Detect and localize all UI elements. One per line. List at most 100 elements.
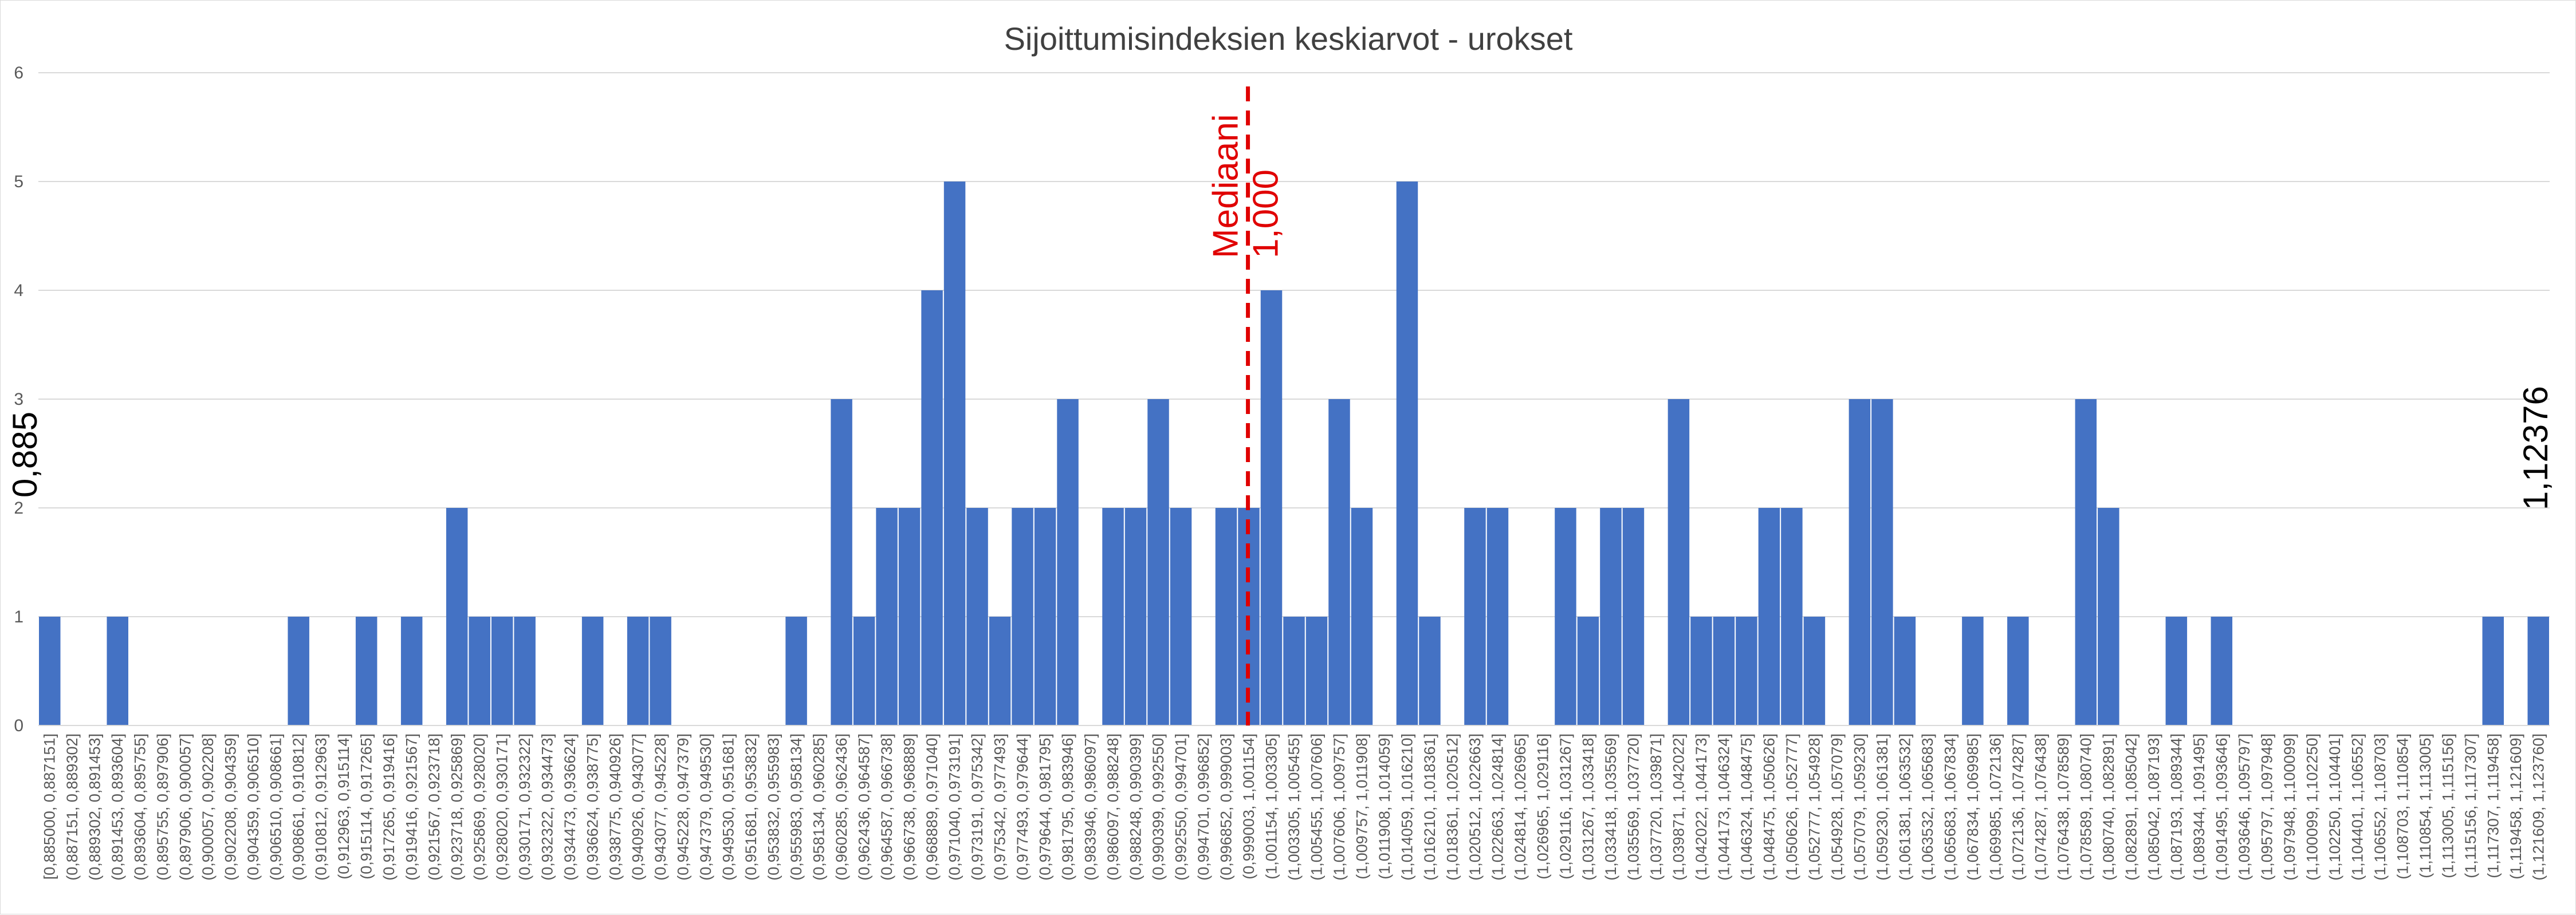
x-tick-label: (1,059230, 1,061381] — [1874, 733, 1891, 881]
bar — [2527, 617, 2549, 725]
min-value-label: 0,885 — [6, 412, 44, 498]
x-tick-label: (1,009757, 1,011908] — [1353, 733, 1370, 879]
x-tick-label: (1,020512, 1,022663] — [1466, 733, 1484, 881]
x-tick-label: (0,934473, 0,936624] — [561, 733, 579, 881]
bar — [2211, 617, 2233, 725]
bar — [1781, 508, 1803, 725]
x-tick-label: (1,082891, 1,085042] — [2122, 733, 2140, 881]
bar — [831, 399, 852, 725]
x-tick-label: (1,029116, 1,031267] — [1557, 733, 1574, 879]
bar — [446, 508, 468, 725]
x-tick-label: (0,912963, 0,915114] — [335, 733, 352, 879]
x-tick-label: (0,943077, 0,945228] — [652, 733, 669, 881]
x-tick-label: (1,110854, 1,113005] — [2417, 733, 2434, 878]
bar — [2007, 617, 2029, 725]
bar — [1871, 399, 1893, 725]
x-tick-label: (1,035569, 1,037720] — [1625, 733, 1642, 881]
bar — [1486, 508, 1509, 725]
x-tick-label: (0,986097, 0,988248] — [1104, 733, 1122, 881]
bar — [943, 182, 966, 725]
x-tick-label: (1,065683, 1,067834] — [1941, 733, 1958, 881]
x-tick-label: (1,057079, 1,059230] — [1851, 733, 1868, 881]
x-tick-label: (1,119458, 1,121609] — [2507, 733, 2524, 879]
x-tick-label: (0,999003, 1,001154] — [1240, 733, 1257, 879]
x-tick-label: (1,078589, 1,080740] — [2077, 733, 2094, 881]
bar — [1555, 508, 1576, 725]
x-tick-label: (0,979644, 0,981795] — [1037, 733, 1054, 881]
bar — [921, 290, 943, 725]
bar — [2165, 617, 2188, 725]
x-tick-label: (1,067834, 1,069985] — [1964, 733, 1981, 881]
x-tick-label: (1,001154, 1,003305] — [1263, 733, 1280, 879]
x-tick-label: (1,115156, 1,117307] — [2462, 733, 2479, 878]
x-tick-label: (0,923718, 0,925869] — [449, 733, 466, 881]
bar — [491, 617, 513, 725]
bar — [1102, 508, 1124, 725]
gridlines — [38, 72, 2550, 617]
x-tick-label: (1,095797, 1,097948] — [2258, 733, 2275, 881]
x-tick-label: (0,902208, 0,904359] — [222, 733, 239, 881]
x-tick-label: (1,097948, 1,100099] — [2281, 733, 2298, 881]
chart-title: Sijoittumisindeksien keskiarvot - urokse… — [1004, 21, 1573, 57]
x-tick-label: (1,074287, 1,076438] — [2032, 733, 2049, 881]
bar — [2098, 508, 2119, 725]
x-tick-label: (1,089344, 1,091495] — [2190, 733, 2208, 881]
bar — [1034, 508, 1056, 725]
bar — [1328, 399, 1350, 725]
x-tick-label: (1,039871, 1,042022] — [1670, 733, 1687, 881]
x-tick-label: (1,031267, 1,033418] — [1579, 733, 1596, 881]
x-tick-label: (1,085042, 1,087193] — [2145, 733, 2162, 881]
x-tick-label: (0,919416, 0,921567] — [403, 733, 420, 881]
x-tick-label: (0,906510, 0,908661] — [268, 733, 285, 881]
bar — [1419, 617, 1441, 725]
bar — [627, 617, 649, 725]
x-tick-label: (0,981795, 0,983946] — [1059, 733, 1076, 881]
bar — [581, 617, 604, 725]
bar — [1260, 290, 1283, 725]
bar — [1124, 508, 1147, 725]
x-tick-label: (1,063532, 1,065683] — [1919, 733, 1936, 881]
bar — [2482, 617, 2504, 725]
bar — [107, 617, 128, 725]
x-tick-label: (0,936624, 0,938775] — [584, 733, 601, 881]
x-tick-label: (0,900057, 0,902208] — [199, 733, 217, 881]
x-tick-label: (0,992550, 0,994701] — [1173, 733, 1190, 881]
bar — [989, 617, 1011, 725]
x-tick-label: (0,917265, 0,919416] — [380, 733, 398, 881]
x-tick-label: (1,076438, 1,078589] — [2055, 733, 2072, 881]
x-tick-label: (1,117307, 1,119458] — [2484, 733, 2502, 878]
bar — [1736, 617, 1757, 725]
x-tick-label: (0,904359, 0,906510] — [245, 733, 262, 881]
x-tick-label: (1,016210, 1,018361] — [1421, 733, 1438, 881]
y-tick-label: 3 — [14, 390, 23, 409]
bar — [1215, 508, 1237, 725]
bar — [400, 617, 423, 725]
x-tick-label: (0,925869, 0,928020] — [471, 733, 488, 881]
bar — [1758, 508, 1780, 725]
x-tick-label: (1,022663, 1,024814] — [1489, 733, 1506, 881]
x-tick-label: (0,895755, 0,897906] — [154, 733, 171, 881]
bar — [1170, 508, 1192, 725]
x-tick-label: (0,938775, 0,940926] — [607, 733, 624, 881]
x-axis-ticks: [0,885000, 0,887151] (0,887151, 0,889302]… — [41, 733, 2547, 881]
y-tick-label: 0 — [14, 716, 23, 735]
bar — [1396, 182, 1418, 725]
bar — [1283, 617, 1305, 725]
x-tick-label: (1,037720, 1,039871] — [1647, 733, 1665, 881]
bar — [1305, 617, 1328, 725]
x-tick-label: (1,011908, 1,014059] — [1376, 733, 1393, 879]
bar — [39, 617, 61, 725]
bar — [1622, 508, 1645, 725]
x-tick-label: (0,897906, 0,900057] — [177, 733, 194, 881]
bar — [876, 508, 898, 725]
x-tick-label: (1,104401, 1,106552] — [2349, 733, 2366, 881]
x-tick-label: (0,962436, 0,964587] — [856, 733, 873, 881]
x-tick-label: (0,930171, 0,932322] — [516, 733, 533, 881]
x-tick-label: (0,958134, 0,960285] — [811, 733, 828, 881]
x-tick-label: (1,048475, 1,050626] — [1760, 733, 1777, 881]
x-tick-label: (0,928020, 0,930171] — [494, 733, 511, 881]
bar — [1962, 617, 1984, 725]
x-tick-label: (1,080740, 1,082891] — [2100, 733, 2117, 881]
x-tick-label: (0,891453, 0,893604] — [109, 733, 126, 881]
